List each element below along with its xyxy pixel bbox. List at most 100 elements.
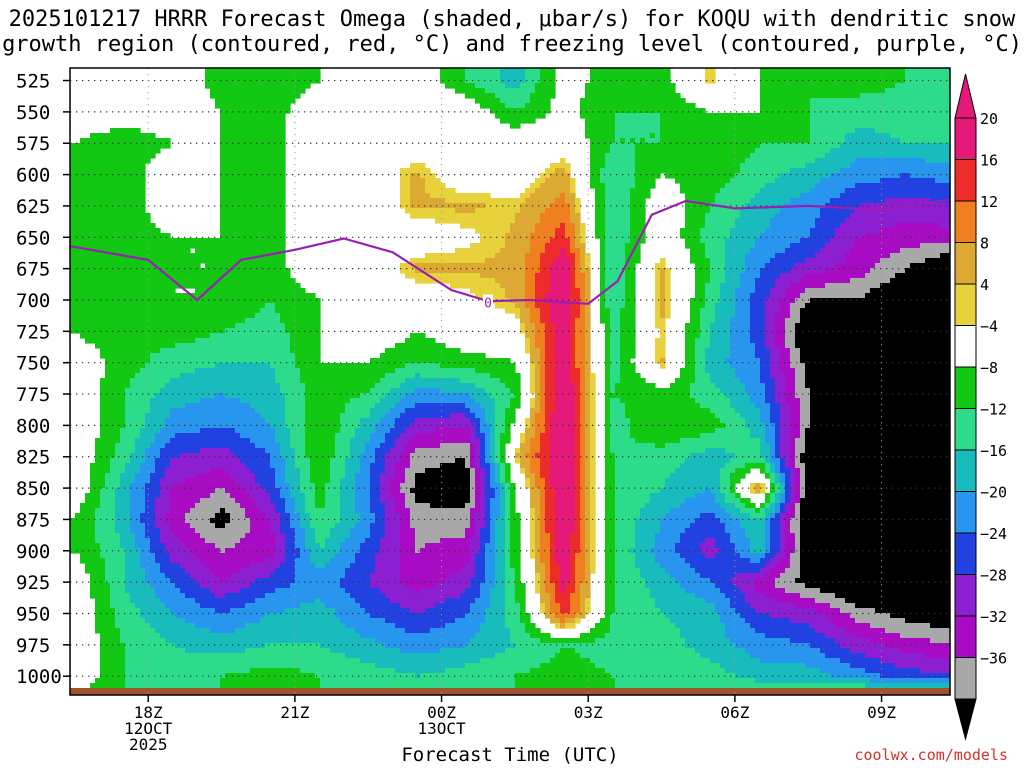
omega-cell: [670, 573, 701, 579]
omega-cell: [140, 613, 176, 619]
omega-cell: [615, 568, 641, 574]
omega-cell: [330, 478, 341, 484]
omega-cell: [745, 533, 766, 539]
omega-cell: [770, 448, 776, 454]
omega-cell: [170, 413, 261, 419]
omega-cell: [710, 378, 741, 384]
omega-cell: [400, 513, 411, 519]
omega-cell: [775, 443, 781, 449]
omega-cell: [555, 513, 576, 519]
omega-cell: [755, 288, 771, 294]
omega-cell: [370, 503, 386, 509]
omega-cell: [305, 393, 361, 399]
omega-cell: [330, 458, 346, 464]
omega-cell: [605, 368, 611, 374]
omega-cell: [400, 578, 446, 584]
omega-cell: [255, 408, 286, 414]
omega-cell: [470, 443, 476, 449]
omega-cell: [265, 303, 276, 309]
omega-cell: [570, 258, 576, 264]
omega-cell: [615, 468, 676, 474]
omega-cell: [270, 458, 286, 464]
omega-cell: [795, 443, 806, 449]
omega-cell: [595, 203, 606, 209]
omega-cell: [705, 348, 731, 354]
omega-cell: [145, 453, 161, 459]
omega-cell: [530, 243, 546, 249]
omega-cell: [150, 473, 166, 479]
ground-fill: [70, 688, 950, 695]
omega-cell: [510, 228, 536, 234]
omega-cell: [605, 183, 636, 189]
omega-cell: [220, 138, 286, 144]
omega-cell: [745, 253, 776, 259]
omega-cell: [475, 573, 486, 579]
omega-cell: [370, 583, 406, 589]
omega-cell: [290, 523, 301, 529]
omega-cell: [780, 403, 791, 409]
omega-cell: [565, 223, 576, 229]
omega-cell: [770, 403, 781, 409]
omega-cell: [730, 353, 756, 359]
omega-cell: [750, 323, 766, 329]
omega-cell: [145, 363, 216, 369]
omega-cell: [640, 508, 671, 514]
omega-cell: [815, 218, 846, 224]
omega-cell: [505, 488, 511, 494]
omega-cell: [580, 598, 586, 604]
omega-cell: [695, 338, 711, 344]
omega-cell: [585, 473, 591, 479]
omega-cell: [160, 533, 176, 539]
omega-cell: [70, 218, 151, 224]
omega-cell: [425, 468, 471, 474]
omega-cell: [690, 523, 726, 529]
omega-cell: [625, 283, 636, 289]
omega-cell: [580, 528, 586, 534]
omega-cell: [555, 588, 561, 594]
omega-cell: [565, 228, 576, 234]
omega-cell: [660, 608, 716, 614]
omega-cell: [380, 483, 391, 489]
omega-cell: [750, 623, 811, 629]
omega-cell: [615, 518, 636, 524]
omega-cell: [410, 608, 426, 614]
omega-cell: [740, 523, 766, 529]
omega-cell: [535, 563, 546, 569]
omega-cell: [760, 68, 906, 74]
omega-cell: [500, 468, 506, 474]
omega-cell: [325, 538, 346, 544]
omega-cell: [780, 428, 791, 434]
omega-cell: [730, 478, 741, 484]
omega-cell: [750, 558, 761, 564]
omega-cell: [545, 563, 551, 569]
omega-cell: [800, 468, 806, 474]
omega-cell: [855, 243, 921, 249]
omega-cell: [580, 398, 586, 404]
omega-cell: [610, 333, 621, 339]
omega-cell: [135, 538, 151, 544]
omega-cell: [765, 503, 771, 509]
omega-cell: [780, 513, 786, 519]
omega-cell: [750, 603, 796, 609]
omega-cell: [835, 233, 866, 239]
omega-cell: [480, 593, 491, 599]
omega-cell: [840, 143, 950, 149]
omega-cell: [845, 253, 891, 259]
omega-cell: [840, 168, 950, 174]
omega-cell: [575, 583, 581, 589]
omega-cell: [620, 308, 636, 314]
omega-cell: [585, 443, 591, 449]
omega-cell: [200, 583, 251, 589]
omega-cell: [605, 383, 611, 389]
omega-cell: [385, 453, 401, 459]
omega-cell: [255, 503, 276, 509]
omega-cell: [245, 623, 346, 629]
omega-cell: [630, 213, 646, 219]
omega-cell: [605, 288, 626, 294]
omega-cell: [475, 483, 481, 489]
omega-cell: [565, 168, 571, 174]
omega-cell: [725, 463, 746, 469]
omega-cell: [765, 498, 771, 504]
omega-cell: [730, 533, 746, 539]
omega-cell: [550, 578, 561, 584]
